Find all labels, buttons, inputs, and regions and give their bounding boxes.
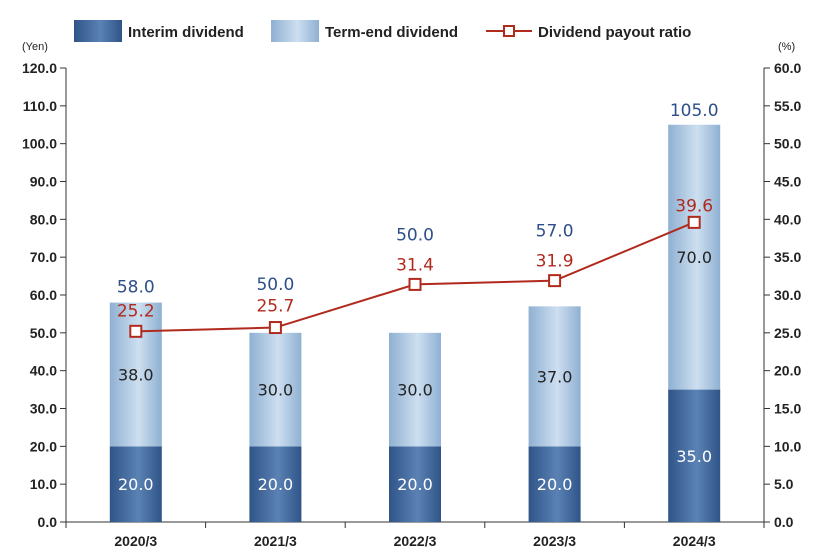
interim-value-label: 20.0 — [397, 475, 433, 494]
payout-ratio-series — [129, 215, 701, 338]
payout-ratio-label: 25.2 — [117, 301, 155, 321]
total-value-label: 58.0 — [117, 278, 155, 298]
right-tick-label: 35.0 — [774, 249, 801, 265]
category-label: 2024/3 — [673, 533, 716, 549]
payout-ratio-marker — [687, 215, 701, 229]
bar-interim — [528, 446, 581, 522]
payout-ratio-label: 25.7 — [256, 297, 294, 317]
left-tick-label: 30.0 — [30, 401, 57, 417]
right-tick-label: 55.0 — [774, 98, 801, 114]
right-tick-label: 15.0 — [774, 401, 801, 417]
bar-term-end — [528, 306, 581, 447]
right-tick-label: 40.0 — [774, 211, 801, 227]
left-tick-label: 20.0 — [30, 438, 57, 454]
legend-marker-ratio — [503, 25, 515, 37]
left-axis-unit: (Yen) — [22, 41, 48, 53]
legend-label-term-end: Term-end dividend — [325, 24, 458, 41]
payout-ratio-marker — [129, 324, 143, 338]
right-tick-label: 30.0 — [774, 287, 801, 303]
total-value-label: 57.0 — [536, 222, 574, 242]
term-end-value-label: 38.0 — [118, 365, 154, 384]
bar-interim — [109, 446, 162, 522]
right-tick-label: 0.0 — [774, 514, 794, 530]
right-tick-label: 50.0 — [774, 136, 801, 152]
right-tick-label: 10.0 — [774, 438, 801, 454]
right-tick-label: 60.0 — [774, 60, 801, 76]
bar-interim — [668, 389, 721, 522]
legend-swatch-interim — [74, 20, 122, 42]
term-end-value-label: 30.0 — [258, 381, 294, 400]
payout-ratio-label: 39.6 — [675, 196, 713, 216]
total-value-label: 50.0 — [256, 275, 294, 295]
legend-swatch-term-end — [271, 20, 319, 42]
left-tick-label: 40.0 — [30, 363, 57, 379]
category-label: 2021/3 — [254, 533, 297, 549]
legend-label-ratio: Dividend payout ratio — [538, 24, 691, 41]
left-tick-label: 70.0 — [30, 249, 57, 265]
legend: Interim dividend Term-end dividend Divid… — [74, 20, 691, 42]
right-tick-label: 5.0 — [774, 476, 794, 492]
left-tick-label: 60.0 — [30, 287, 57, 303]
payout-ratio-marker — [408, 277, 422, 291]
right-tick-label: 25.0 — [774, 325, 801, 341]
data-labels: 20.0 38.0 20.0 30.0 20.0 30.0 20.0 37.0 35.0 70.0… — [117, 101, 719, 494]
interim-value-label: 20.0 — [258, 475, 294, 494]
left-tick-label: 0.0 — [38, 514, 58, 530]
interim-value-label: 20.0 — [118, 475, 154, 494]
bar-interim — [389, 446, 441, 522]
left-tick-label: 100.0 — [22, 136, 57, 152]
payout-ratio-label: 31.9 — [536, 252, 574, 272]
bars — [109, 124, 721, 522]
left-tick-label: 120.0 — [22, 60, 57, 76]
bar-term-end — [668, 124, 721, 390]
total-value-label: 105.0 — [670, 101, 719, 121]
total-value-label: 50.0 — [396, 225, 434, 245]
left-tick-label: 80.0 — [30, 211, 57, 227]
category-label: 2020/3 — [114, 533, 157, 549]
term-end-value-label: 37.0 — [537, 367, 573, 386]
term-end-value-label: 70.0 — [676, 248, 712, 267]
category-label: 2023/3 — [533, 533, 576, 549]
right-tick-label: 45.0 — [774, 174, 801, 190]
left-tick-label: 10.0 — [30, 476, 57, 492]
bar-term-end — [249, 332, 302, 447]
interim-value-label: 20.0 — [537, 475, 573, 494]
left-tick-label: 110.0 — [23, 98, 57, 114]
right-tick-label: 20.0 — [774, 363, 801, 379]
bar-term-end — [389, 332, 441, 447]
left-tick-label: 50.0 — [30, 325, 57, 341]
interim-value-label: 35.0 — [676, 447, 712, 466]
payout-ratio-label: 31.4 — [396, 255, 434, 275]
category-label: 2022/3 — [394, 533, 437, 549]
payout-ratio-marker — [268, 321, 282, 335]
axis-ticks: 0.0 10.0 20.0 30.0 40.0 50.0 60.0 70.0 80.0 90.0 1… — [22, 60, 802, 549]
right-axis-unit: (%) — [778, 41, 795, 53]
legend-label-interim: Interim dividend — [128, 24, 244, 41]
payout-ratio-marker — [548, 274, 562, 288]
term-end-value-label: 30.0 — [397, 381, 433, 400]
bar-interim — [249, 446, 302, 522]
left-tick-label: 90.0 — [30, 174, 57, 190]
